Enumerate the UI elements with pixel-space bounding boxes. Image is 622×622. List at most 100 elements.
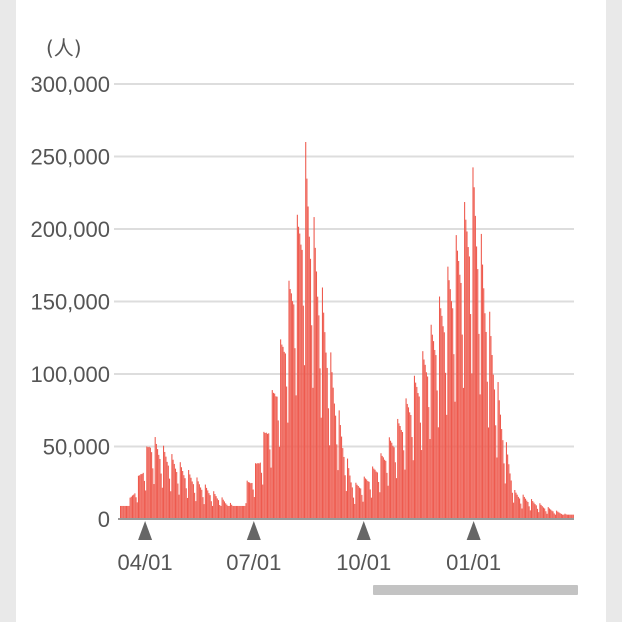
daily-bar	[547, 507, 549, 519]
daily-bar	[570, 514, 572, 519]
daily-bar	[308, 236, 310, 519]
daily-bar	[184, 478, 186, 519]
y-tick-label: 300,000	[30, 72, 110, 97]
data-bars	[120, 142, 574, 520]
daily-bar	[136, 502, 138, 519]
daily-bar	[305, 142, 307, 519]
daily-bar	[568, 514, 570, 519]
daily-bar	[325, 352, 327, 519]
daily-bar	[149, 447, 151, 519]
daily-bar	[378, 481, 380, 519]
daily-bar	[294, 348, 296, 519]
daily-bar	[462, 387, 464, 519]
daily-bar	[352, 497, 355, 519]
daily-bar	[185, 488, 187, 519]
daily-bar	[557, 511, 559, 519]
daily-bar	[335, 415, 337, 519]
daily-bar	[369, 489, 371, 519]
daily-bar	[562, 514, 564, 519]
daily-bar	[548, 508, 550, 519]
daily-bar	[215, 496, 217, 519]
daily-bar	[137, 475, 139, 519]
daily-bar	[241, 505, 243, 519]
daily-bar	[320, 417, 322, 519]
daily-bar	[188, 470, 190, 519]
y-tick-label: 250,000	[30, 145, 110, 170]
daily-bar	[164, 451, 166, 519]
daily-bar	[274, 393, 276, 519]
daily-bar	[344, 475, 346, 519]
x-tick-label: 07/01	[226, 550, 281, 575]
daily-bar	[166, 461, 168, 519]
daily-bar	[289, 289, 291, 519]
daily-bar	[368, 481, 370, 519]
daily-bar	[263, 431, 265, 519]
daily-bar	[536, 508, 539, 519]
daily-bar	[486, 381, 488, 519]
triangle-up-icon	[466, 521, 481, 540]
daily-bar	[519, 498, 521, 519]
daily-bar	[284, 353, 286, 519]
daily-bar	[223, 501, 226, 519]
daily-bar	[183, 475, 185, 519]
grid-lines	[114, 83, 574, 448]
daily-bar	[178, 494, 180, 519]
daily-bar	[393, 447, 395, 519]
daily-bar	[455, 235, 457, 520]
daily-bar	[480, 233, 482, 519]
daily-bar	[140, 474, 142, 519]
daily-bar	[423, 359, 425, 519]
daily-bar	[252, 489, 254, 519]
daily-bar	[425, 372, 427, 519]
daily-bar	[437, 427, 439, 519]
daily-bar	[489, 311, 491, 519]
daily-bar	[266, 433, 269, 519]
daily-bar	[540, 504, 542, 519]
daily-bar	[492, 374, 494, 519]
daily-bar	[204, 484, 206, 519]
daily-bar	[424, 364, 426, 519]
daily-bar	[354, 503, 356, 519]
daily-bar	[296, 214, 298, 519]
triangle-up-icon	[246, 521, 261, 540]
daily-bar	[517, 496, 519, 519]
daily-bar	[226, 504, 228, 519]
daily-bar	[449, 289, 451, 519]
daily-bar	[400, 429, 402, 519]
daily-bar	[127, 505, 129, 519]
daily-bar	[375, 471, 377, 519]
daily-bar	[356, 484, 358, 519]
daily-bar	[295, 395, 297, 519]
daily-bar	[200, 487, 202, 519]
daily-bar	[535, 505, 537, 519]
daily-bar	[255, 463, 257, 519]
daily-bar	[421, 450, 423, 519]
daily-bar	[153, 484, 155, 519]
daily-bar	[379, 492, 381, 519]
daily-bar	[551, 510, 553, 519]
daily-bar	[466, 231, 468, 519]
daily-bar	[384, 459, 386, 519]
daily-bar	[260, 472, 263, 519]
daily-bar	[503, 463, 505, 519]
daily-bar	[358, 487, 361, 519]
daily-bar	[534, 504, 536, 519]
daily-bar	[163, 445, 165, 519]
daily-bar	[525, 498, 527, 519]
daily-bar	[300, 244, 302, 520]
daily-bar	[210, 501, 212, 519]
daily-bar	[546, 513, 548, 519]
daily-bar	[428, 407, 430, 519]
daily-bar	[471, 373, 473, 519]
daily-bar	[367, 481, 369, 519]
daily-bar	[391, 442, 393, 519]
daily-bar	[366, 479, 368, 519]
daily-bar	[477, 269, 479, 519]
daily-bar	[514, 490, 516, 519]
daily-bar	[311, 325, 313, 519]
daily-bar	[272, 392, 275, 519]
x-tick-markers: 04/01 07/01 10/01 01/01	[118, 521, 501, 575]
daily-bar	[435, 355, 437, 519]
daily-bar	[306, 178, 308, 520]
horizontal-scrollbar-thumb[interactable]	[373, 585, 578, 595]
